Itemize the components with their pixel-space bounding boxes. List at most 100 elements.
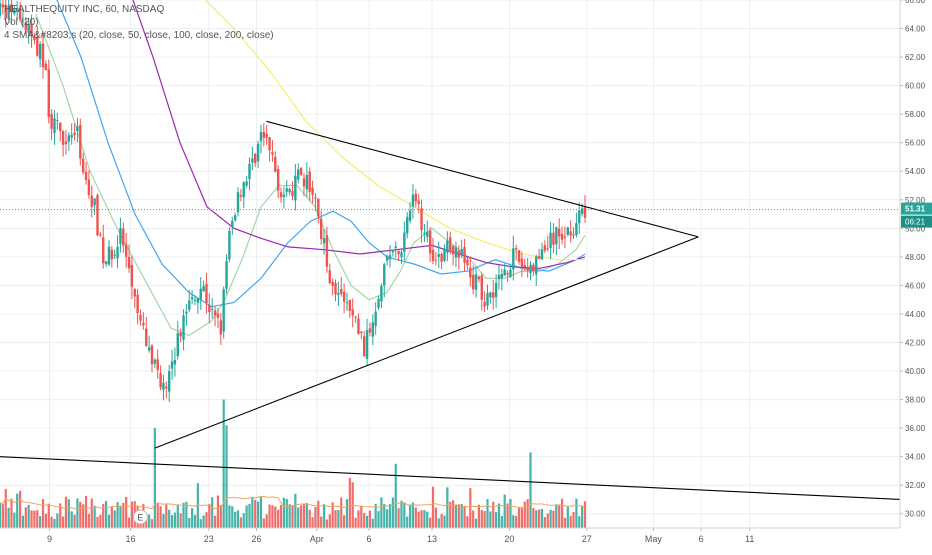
y-tick-label: 48.00 (905, 253, 926, 262)
volume-bar (360, 506, 363, 528)
candle-body (474, 274, 478, 290)
volume-bar (73, 514, 76, 528)
candle-body (56, 120, 59, 122)
y-tick-label: 36.00 (905, 424, 926, 433)
volume-bar (497, 503, 501, 528)
volume-bar (454, 504, 458, 528)
volume-bar (345, 499, 349, 528)
candle-body (377, 298, 380, 308)
volume-bar (268, 504, 271, 528)
candle-body (1, 4, 5, 8)
candle-body (4, 4, 7, 19)
candle-body (420, 208, 423, 231)
volume-bar (572, 512, 575, 528)
candle-body (136, 294, 139, 314)
candle-body (578, 210, 581, 224)
candle-body (93, 198, 96, 206)
candle-body (492, 292, 495, 298)
x-tick-label: 20 (504, 534, 514, 544)
candle-body (294, 175, 297, 201)
candle-body (265, 133, 268, 138)
candle-body (113, 254, 116, 256)
candle-body (423, 232, 426, 235)
volume-bar (397, 508, 400, 528)
x-tick-label: May (645, 534, 663, 544)
volume-bar (282, 497, 285, 528)
candle-body (24, 22, 28, 31)
volume-bar (549, 509, 552, 528)
volume-bar (116, 501, 119, 528)
volume-bar (529, 452, 532, 528)
candle-body (535, 256, 538, 275)
candle-body (199, 288, 202, 300)
volume-bar (451, 500, 455, 528)
volume-bar (334, 510, 337, 528)
volume-bar (102, 504, 105, 528)
volume-bar (560, 498, 564, 528)
volume-bar (7, 507, 10, 528)
candle-body (509, 269, 512, 278)
candle-body (406, 216, 409, 234)
candle-body (297, 169, 300, 180)
volume-bar (294, 493, 297, 528)
volume-bar (259, 496, 263, 528)
volume-bar (368, 510, 372, 528)
volume-bar (546, 513, 549, 528)
candle-body (560, 233, 564, 240)
volume-bar (503, 494, 506, 528)
candle-body (537, 256, 541, 259)
candle-body (179, 332, 182, 337)
volume-bar (170, 515, 174, 528)
candle-body (84, 171, 88, 180)
candle-body (274, 156, 277, 172)
candle-body (380, 285, 383, 302)
volume-bar (320, 516, 323, 528)
volume-bar (391, 497, 394, 528)
trendline-upper-resistance (266, 120, 699, 238)
candle-body (219, 320, 223, 335)
volume-bar (242, 513, 245, 528)
candle-body (170, 361, 174, 369)
volume-bar (486, 499, 489, 528)
volume-bar (380, 497, 383, 528)
candle-body (477, 276, 481, 280)
candle-body (428, 230, 432, 254)
candle-body (446, 240, 449, 253)
volume-bar (314, 507, 317, 528)
y-tick-label: 38.00 (905, 396, 926, 405)
x-tick-label: 6 (699, 534, 704, 544)
x-tick-label: 27 (582, 534, 592, 544)
candle-body (463, 247, 466, 263)
candle-body (156, 359, 159, 370)
candle-body (449, 237, 452, 251)
volume-bar (308, 509, 311, 528)
volume-bar (191, 508, 194, 528)
volume-bar (480, 510, 483, 528)
volume-bar (41, 499, 45, 528)
y-axis: 30.00 32.00 34.00 36.00 38.00 40.00 42.00 44.00… (899, 0, 932, 550)
candle-body (259, 132, 263, 142)
candle-body (76, 126, 79, 132)
volume-bar (443, 515, 446, 528)
candle-body (262, 131, 266, 138)
volume-bar (449, 501, 452, 528)
candle-body (400, 252, 403, 258)
candle-body (127, 256, 131, 269)
volume-bar (0, 502, 2, 528)
candle-body (494, 282, 498, 298)
candle-body (371, 322, 374, 337)
volume-bar (357, 510, 360, 528)
y-tick-label: 54.00 (905, 167, 926, 176)
candle-body (282, 194, 286, 197)
candle-body (13, 9, 16, 14)
candle-body (471, 274, 475, 290)
candle-body (354, 316, 357, 318)
price-tag-label: 51.31 (905, 205, 926, 214)
volume-bar (216, 495, 220, 528)
candle-body (30, 23, 33, 36)
candle-body (67, 135, 71, 142)
candle-body (268, 137, 271, 151)
candle-body (388, 255, 392, 260)
volume-bar (406, 516, 409, 528)
candle-body (360, 331, 363, 334)
